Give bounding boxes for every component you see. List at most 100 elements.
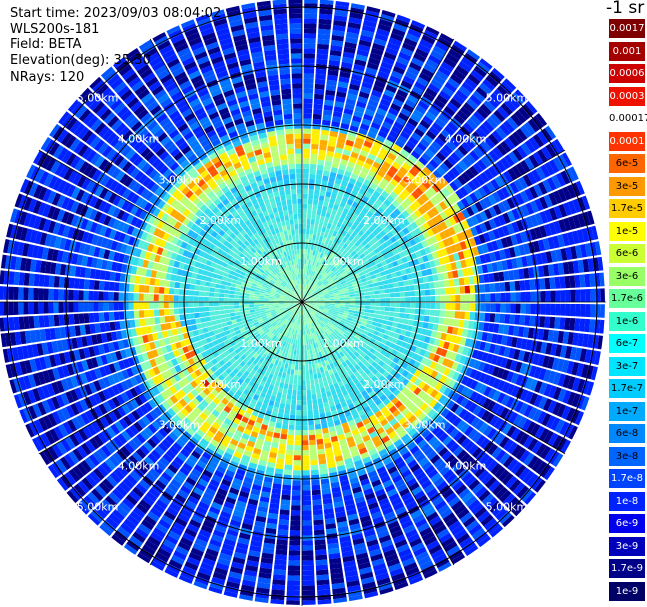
radar-bin <box>250 247 257 254</box>
radar-bin <box>43 448 55 463</box>
radar-bin <box>105 516 119 529</box>
radar-bin <box>151 376 160 386</box>
radar-bin <box>484 253 492 263</box>
radar-bin <box>202 379 210 388</box>
radar-bin <box>109 321 116 331</box>
radar-bin <box>211 214 219 223</box>
radar-bin <box>326 268 331 274</box>
radar-bin <box>483 232 491 243</box>
radar-bin <box>452 69 466 81</box>
radar-bin <box>290 288 294 293</box>
radar-bin <box>458 31 473 43</box>
radar-bin <box>262 365 269 372</box>
radar-bin <box>321 271 326 277</box>
radar-bin <box>232 113 243 121</box>
radar-bin <box>21 345 29 359</box>
radar-bin <box>20 227 28 241</box>
radar-bin <box>94 323 101 334</box>
radar-bin <box>339 201 346 208</box>
radar-bin <box>390 272 397 278</box>
radar-bin <box>140 147 151 158</box>
radar-bin <box>165 273 172 281</box>
radar-bin <box>268 241 274 248</box>
radar-bin <box>272 155 280 162</box>
radar-bin <box>334 178 342 185</box>
radar-bin <box>319 252 324 259</box>
radar-bin <box>214 292 220 297</box>
radar-bin <box>273 342 278 348</box>
radar-bin <box>196 274 203 280</box>
radar-bin <box>191 450 201 460</box>
radar-bin <box>384 288 390 294</box>
radar-bin <box>422 115 434 126</box>
radar-bin <box>41 400 52 414</box>
radar-bin <box>295 279 298 285</box>
radar-bin <box>202 421 211 430</box>
radar-bin <box>56 441 68 455</box>
radar-bin <box>201 275 208 281</box>
radar-bin <box>370 274 377 280</box>
radar-bin <box>338 217 345 224</box>
radar-bin <box>120 89 133 101</box>
radar-bin <box>141 43 156 55</box>
radar-bin <box>63 167 74 181</box>
radar-bin <box>190 74 203 85</box>
radar-bin <box>492 228 501 240</box>
radar-bin <box>298 289 301 295</box>
radar-bin <box>429 173 439 183</box>
radar-bin <box>431 183 441 193</box>
radar-bin <box>267 130 276 137</box>
radar-bin <box>262 39 275 47</box>
radar-bin <box>327 278 333 283</box>
radar-bin <box>350 173 359 181</box>
radar-bin <box>206 404 215 413</box>
radar-bin <box>146 120 159 131</box>
radar-bin <box>117 221 126 232</box>
radar-bin <box>337 86 348 94</box>
radar-bin <box>79 372 88 385</box>
radar-bin <box>167 464 179 474</box>
radar-bin <box>272 263 277 269</box>
radar-bin <box>287 291 292 295</box>
radar-bin <box>180 354 188 362</box>
radar-bin <box>279 304 285 307</box>
radar-bin <box>452 203 461 213</box>
radar-bin <box>469 150 480 162</box>
radar-bin <box>141 132 153 143</box>
radar-bin <box>130 167 140 179</box>
radar-bin <box>341 61 353 69</box>
radar-bin <box>151 386 161 396</box>
radar-bin <box>341 196 349 204</box>
radar-bin <box>186 220 195 229</box>
radar-bin <box>284 314 290 319</box>
radar-bin <box>142 177 152 188</box>
radar-bin <box>336 210 342 217</box>
radar-bin <box>264 269 270 275</box>
radar-bin <box>85 180 96 193</box>
radar-bin <box>371 89 383 98</box>
radar-bin <box>448 48 462 60</box>
radar-bin <box>427 83 441 94</box>
radar-bin <box>427 275 434 282</box>
radar-bin <box>118 126 130 138</box>
radar-bin <box>310 224 315 230</box>
radar-bin <box>173 179 183 189</box>
radar-bin <box>330 259 336 265</box>
radar-bin <box>61 113 74 128</box>
radar-bin <box>237 321 243 326</box>
radar-bin <box>345 278 351 283</box>
radar-bin <box>254 225 261 232</box>
radar-bin <box>251 283 258 287</box>
radar-bin <box>344 297 350 300</box>
radar-bin <box>151 60 166 72</box>
radar-bin <box>429 159 439 169</box>
radar-bin <box>233 221 241 229</box>
radar-bin <box>288 163 295 170</box>
radar-bin <box>245 83 257 91</box>
radar-bin <box>344 103 355 111</box>
radar-bin <box>186 93 199 104</box>
radar-bin <box>247 278 254 283</box>
radar-bin <box>476 61 491 74</box>
radar-bin <box>184 352 192 360</box>
radar-bin <box>425 162 436 173</box>
